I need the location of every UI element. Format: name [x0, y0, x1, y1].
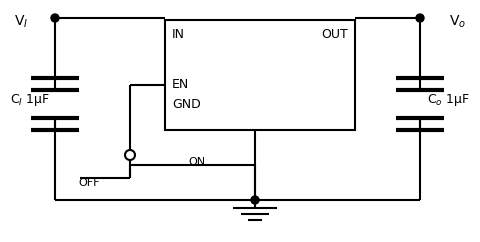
Circle shape: [251, 196, 259, 204]
Bar: [165, 20, 355, 130]
Circle shape: [416, 14, 424, 22]
Text: EN: EN: [172, 78, 189, 91]
Text: OFF: OFF: [78, 178, 99, 188]
Text: ON: ON: [188, 157, 205, 167]
Text: C$_o$ 1μF: C$_o$ 1μF: [427, 92, 470, 108]
Text: C$_I$ 1μF: C$_I$ 1μF: [10, 92, 50, 108]
Text: IN: IN: [172, 28, 185, 41]
Text: V$_I$: V$_I$: [14, 14, 28, 30]
Text: V$_o$: V$_o$: [449, 14, 466, 30]
Text: OUT: OUT: [321, 28, 348, 41]
Circle shape: [51, 14, 59, 22]
Text: GND: GND: [172, 98, 201, 111]
